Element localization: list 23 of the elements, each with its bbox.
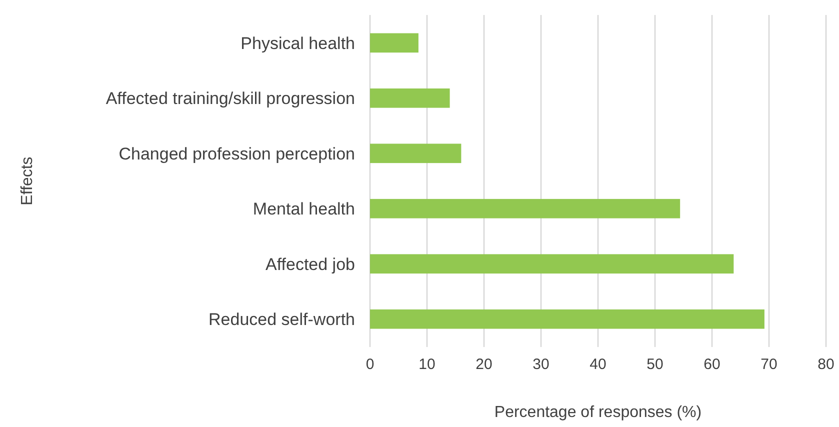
y-tick-label: Changed profession perception — [118, 144, 355, 164]
y-tick-label: Mental health — [252, 200, 355, 219]
x-tick-label: 40 — [590, 356, 606, 373]
x-tick-label: 70 — [760, 356, 778, 373]
x-tick-label: 10 — [418, 356, 436, 373]
x-axis-title: Percentage of responses (%) — [494, 404, 702, 421]
bar — [370, 88, 450, 108]
x-tick-label: 50 — [646, 356, 664, 373]
y-tick-label: Reduced self-worth — [208, 310, 355, 330]
y-tick-label: Affected training/skill progression — [106, 89, 355, 108]
y-tick-label: Affected job — [266, 254, 355, 274]
x-tick-label: 30 — [532, 356, 550, 373]
y-tick-label: Physical health — [240, 34, 355, 53]
bar — [370, 144, 462, 164]
bar — [370, 254, 734, 274]
bar — [370, 33, 418, 53]
bar — [370, 198, 680, 218]
x-tick-label: 0 — [366, 356, 374, 373]
x-tick-label: 60 — [704, 356, 720, 373]
y-axis-title: Effects — [19, 156, 36, 206]
bar — [370, 309, 764, 329]
x-tick-label: 80 — [818, 356, 834, 373]
x-tick-label: 20 — [476, 356, 492, 373]
